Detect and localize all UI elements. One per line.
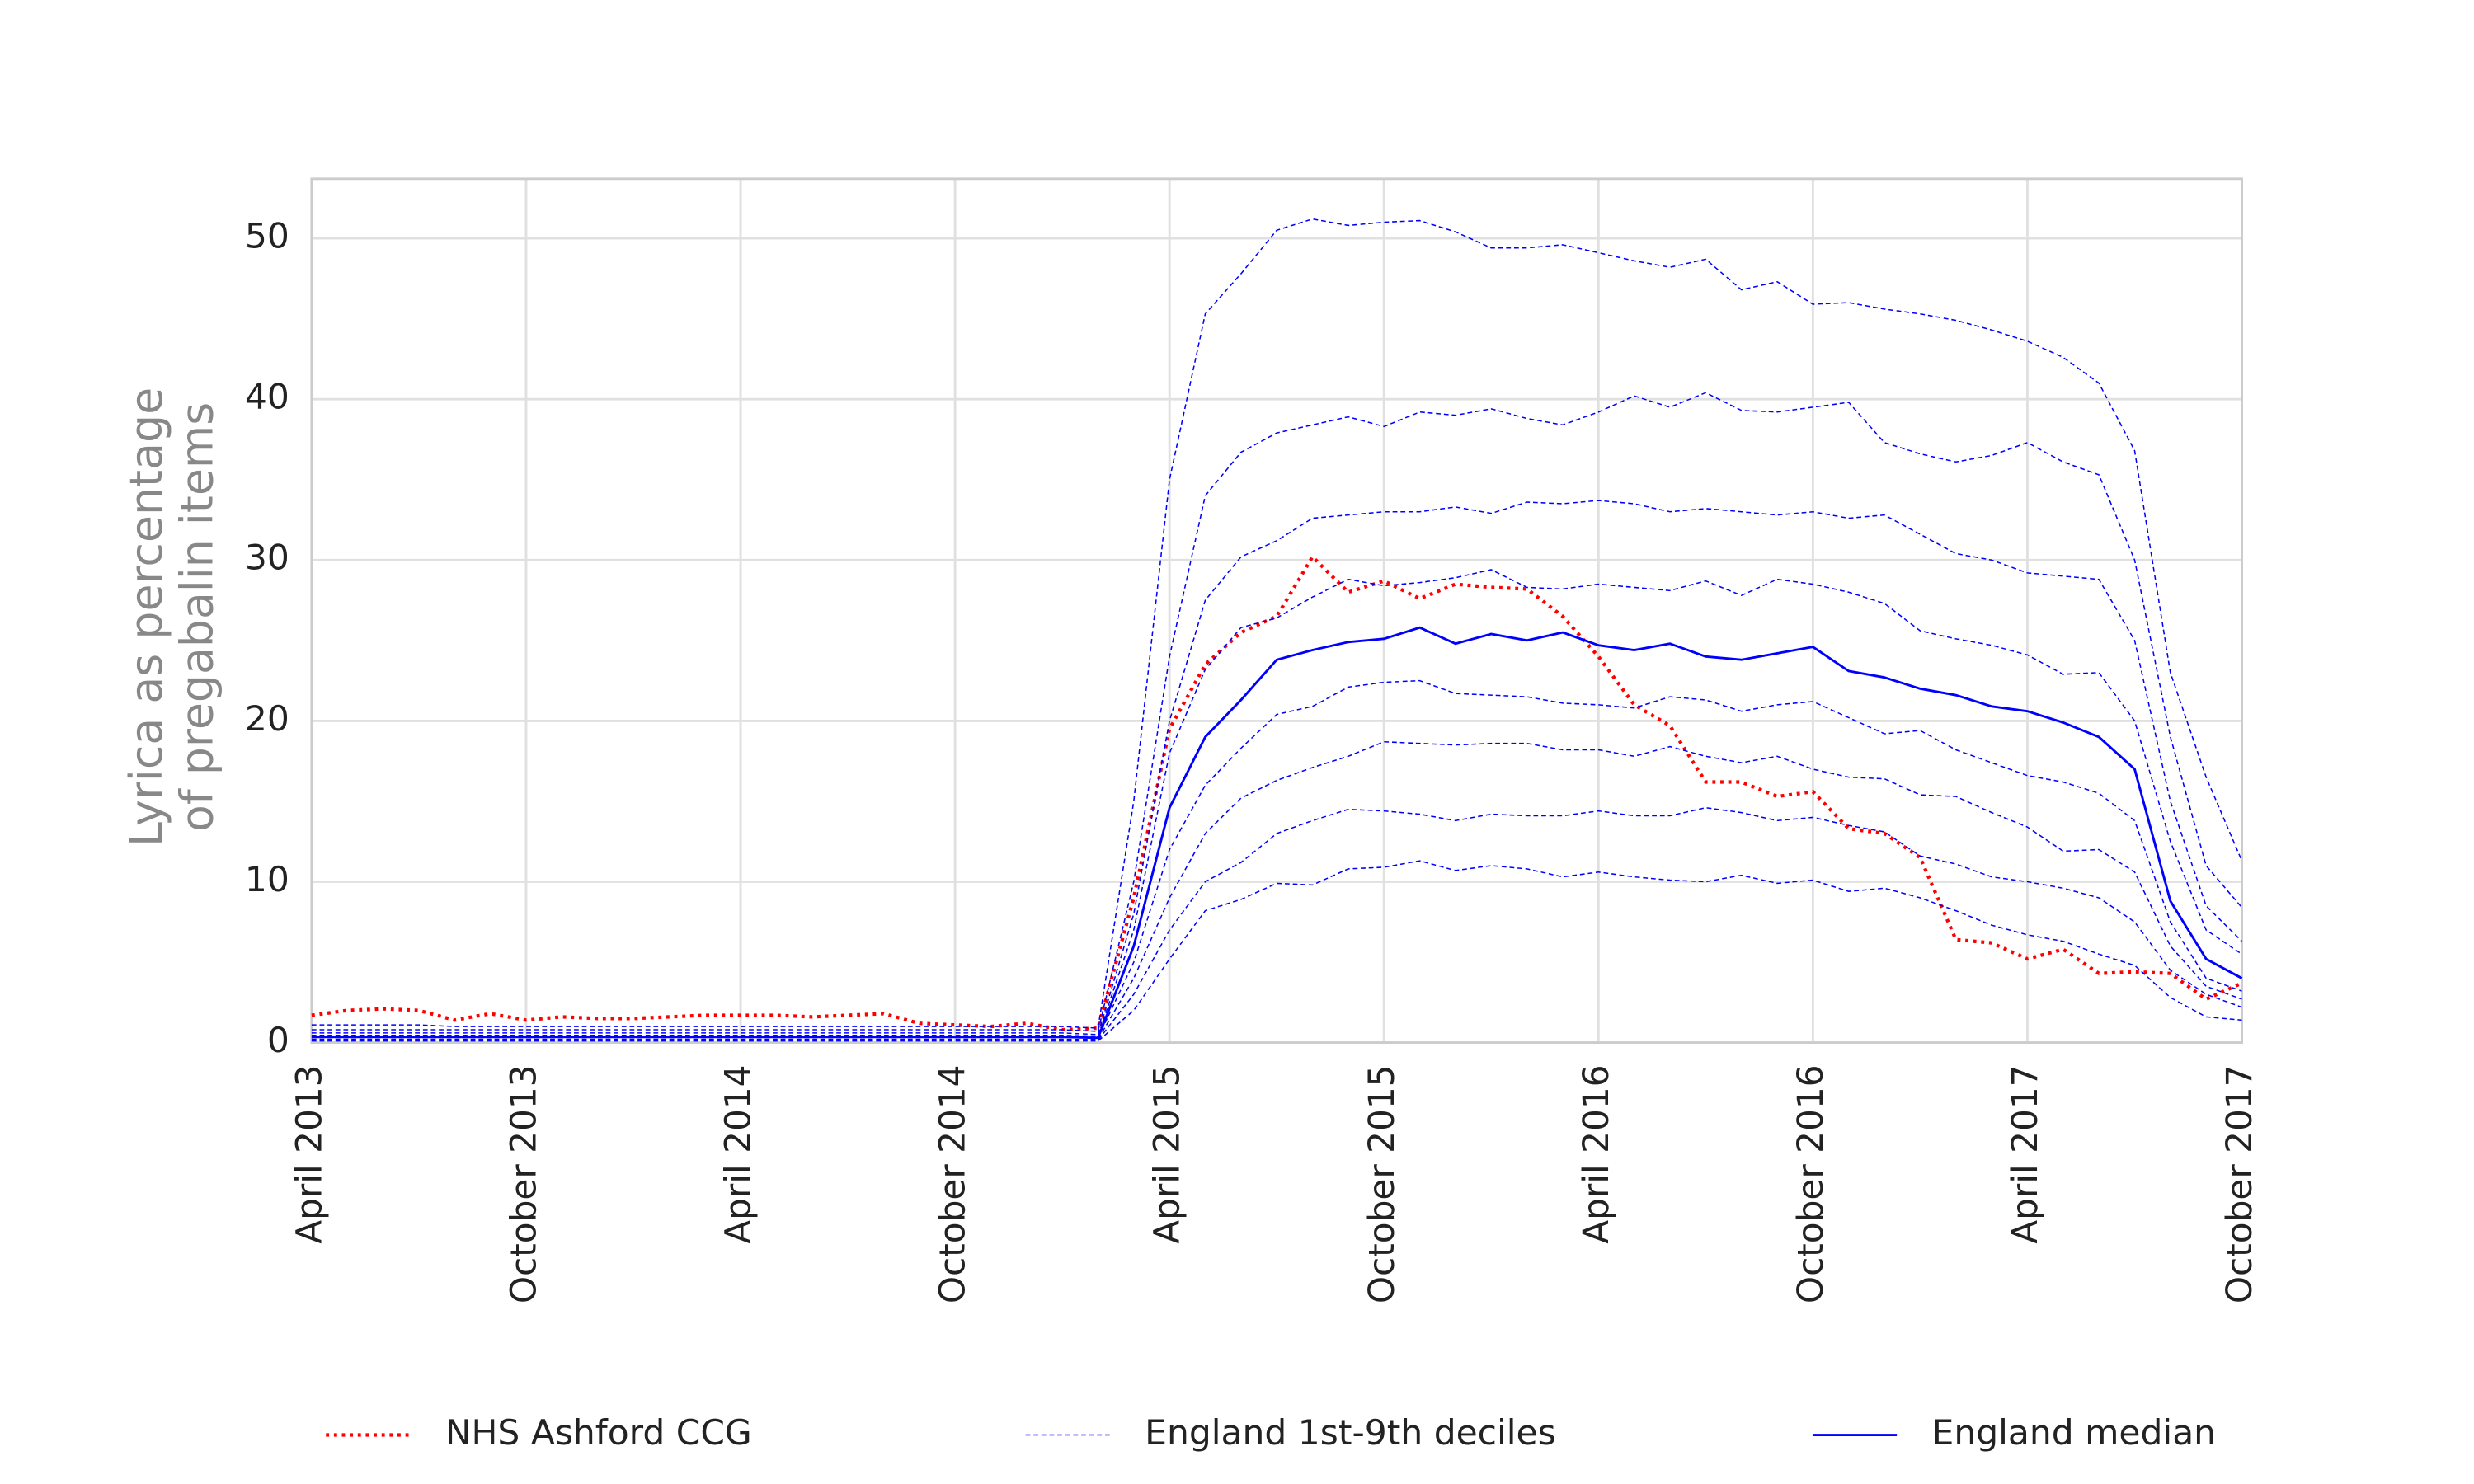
series-line bbox=[311, 626, 2243, 1040]
y-tick-label: 10 bbox=[245, 859, 289, 899]
x-tick-label: October 2013 bbox=[503, 1064, 543, 1303]
x-tick-label: October 2017 bbox=[2219, 1064, 2260, 1303]
x-tick-label: October 2014 bbox=[933, 1064, 973, 1303]
y-tick-label: 40 bbox=[245, 377, 289, 417]
y-tick-label: 30 bbox=[245, 538, 289, 578]
x-tick-label: October 2015 bbox=[1362, 1064, 1402, 1303]
series-line bbox=[311, 218, 2243, 1029]
x-tick-label: April 2015 bbox=[1147, 1064, 1188, 1243]
series-line bbox=[311, 740, 2242, 1040]
legend-label: NHS Ashford CCG bbox=[445, 1412, 752, 1453]
x-tick-label: April 2013 bbox=[289, 1064, 329, 1243]
x-tick-label: April 2014 bbox=[717, 1064, 758, 1243]
x-tick-label: April 2017 bbox=[2005, 1064, 2045, 1243]
x-tick-label: October 2016 bbox=[1790, 1064, 1831, 1303]
legend-label: England 1st-9th deciles bbox=[1145, 1412, 1556, 1453]
y-tick-label: 20 bbox=[245, 698, 289, 739]
series-line bbox=[311, 569, 2242, 1037]
series-line bbox=[311, 500, 2243, 1036]
series-line bbox=[311, 392, 2243, 1032]
series-line bbox=[311, 806, 2242, 1041]
y-axis-label: Lyrica as percentage of pregabalin items bbox=[120, 387, 223, 847]
y-tick-label: 50 bbox=[245, 216, 289, 256]
y-label-line: of pregabalin items bbox=[171, 402, 223, 832]
plot-frame bbox=[310, 177, 2243, 1045]
legend-label: England median bbox=[1932, 1412, 2217, 1453]
x-tick-label: April 2016 bbox=[1576, 1064, 1616, 1243]
series-line bbox=[311, 860, 2242, 1042]
y-tick-label: 0 bbox=[267, 1020, 289, 1060]
y-label-line: Lyrica as percentage bbox=[120, 387, 172, 847]
